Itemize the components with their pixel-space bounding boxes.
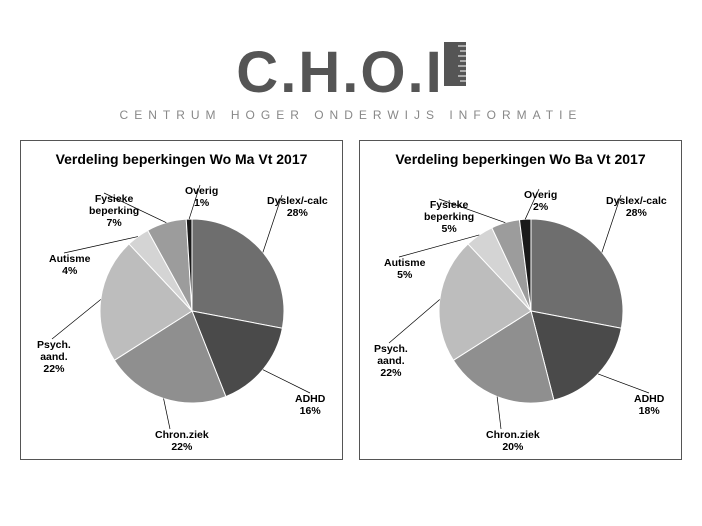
leader-line (163, 398, 169, 429)
pie-slice (192, 219, 284, 328)
slice-label: Autisme4% (49, 253, 90, 277)
leader-line (497, 397, 501, 429)
slice-label: Psych.aand.22% (37, 339, 71, 375)
charts-row: Verdeling beperkingen Wo Ma Vt 2017 Dysl… (0, 122, 702, 460)
leader-line (598, 374, 649, 393)
logo-subtitle: CENTRUM HOGER ONDERWIJS INFORMATIE (0, 108, 702, 122)
logo-text: C.H.O.I (236, 40, 443, 105)
slice-label: ADHD18% (634, 393, 664, 417)
pie-slice (531, 219, 623, 328)
pie-wrap: Dyslex/-calc28% ADHD18% Chron.ziek20% Psych… (366, 171, 675, 451)
ruler-icon (444, 38, 466, 96)
slice-label: Autisme5% (384, 257, 425, 281)
slice-label: Overig1% (185, 185, 218, 209)
slice-label: Psych.aand.22% (374, 343, 408, 379)
pie-wrap: Dyslex/-calc28% ADHD16% Chron.ziek22% Psych… (27, 171, 336, 451)
slice-label: ADHD16% (295, 393, 325, 417)
slice-label: Chron.ziek22% (155, 429, 209, 453)
logo-main: C.H.O.I (0, 38, 702, 102)
leader-line (389, 299, 440, 343)
leader-line (52, 299, 101, 339)
slice-label: Dyslex/-calc28% (267, 195, 328, 219)
slice-label: Fysiekebeperking7% (89, 193, 139, 229)
logo: C.H.O.I CENTRUM HOGER ONDERWIJS INFORMAT… (0, 0, 702, 122)
chart-wo-ba: Verdeling beperkingen Wo Ba Vt 2017 Dysl… (359, 140, 682, 460)
slice-label: Fysiekebeperking5% (424, 199, 474, 235)
slice-label: Dyslex/-calc28% (606, 195, 667, 219)
chart-wo-ma: Verdeling beperkingen Wo Ma Vt 2017 Dysl… (20, 140, 343, 460)
slice-label: Overig2% (524, 189, 557, 213)
slice-label: Chron.ziek20% (486, 429, 540, 453)
leader-line (262, 370, 309, 393)
